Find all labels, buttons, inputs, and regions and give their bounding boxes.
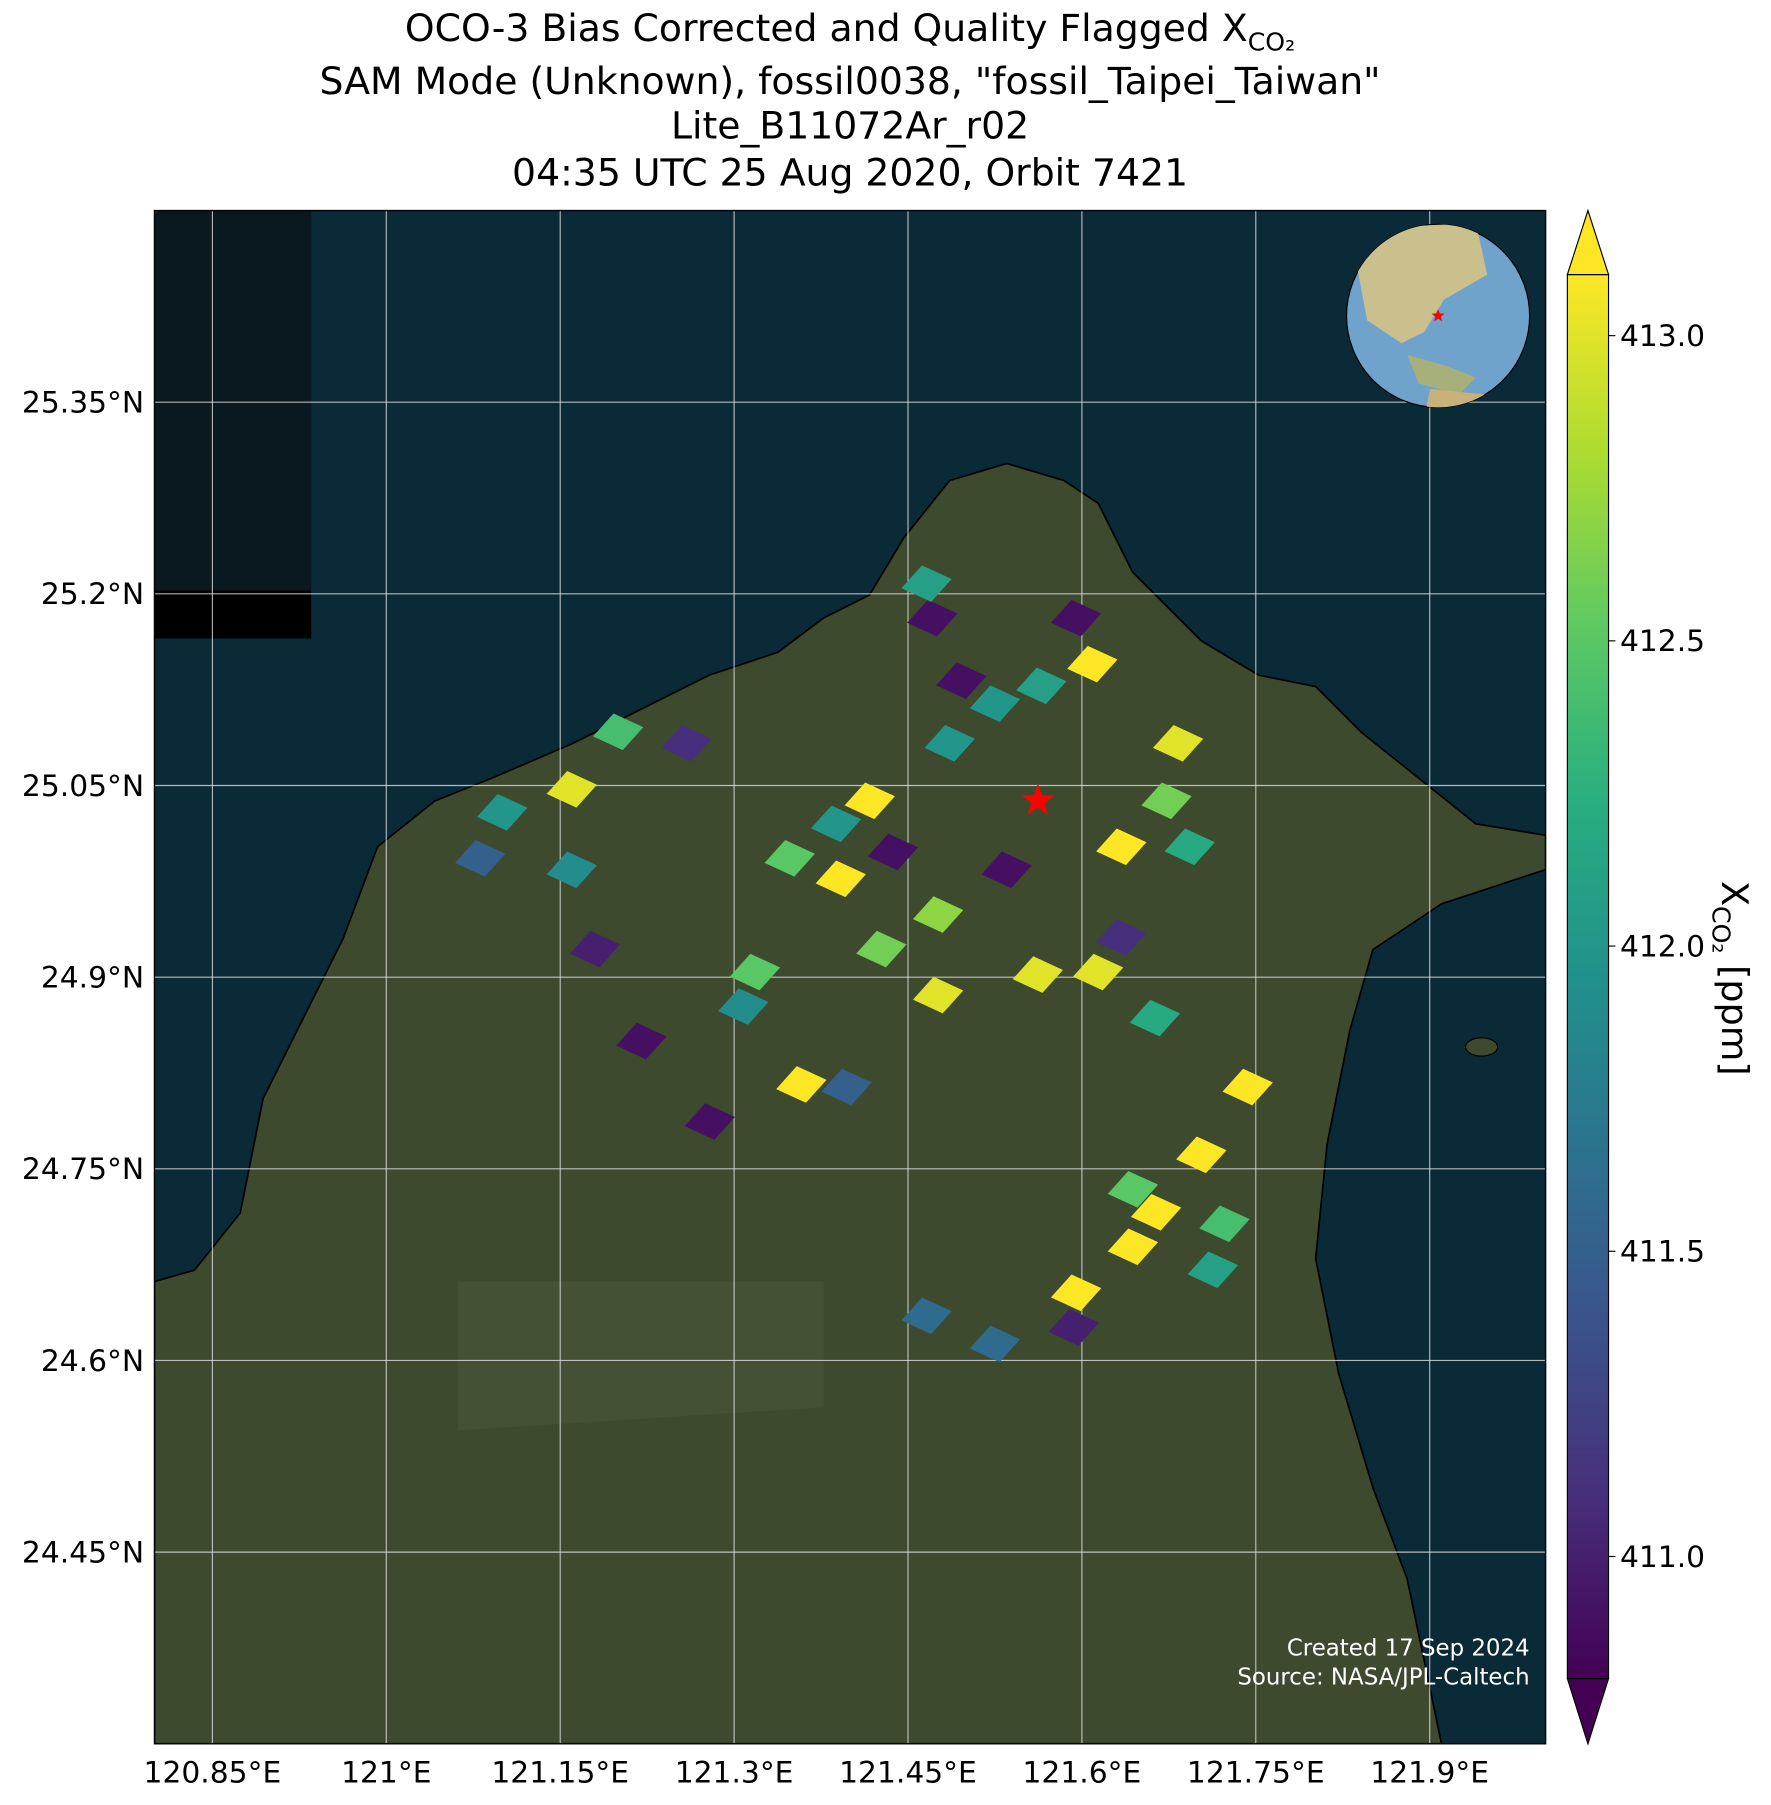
x-tick-label: 121°E bbox=[341, 1756, 431, 1791]
footnote: Source: NASA/JPL-Caltech bbox=[1237, 1664, 1529, 1690]
x-tick-label: 120.85°E bbox=[144, 1756, 282, 1791]
footprint bbox=[477, 794, 528, 831]
footprint bbox=[1152, 725, 1204, 762]
colorbar-tick-label: 412.0 bbox=[1620, 929, 1705, 964]
title-sub: CO₂ bbox=[1248, 27, 1295, 56]
colorbar: 411.0 411.5 412.0 412.5 413.0 bbox=[1566, 208, 1705, 1746]
title-main: OCO-3 Bias Corrected and Quality Flagged… bbox=[405, 6, 1248, 50]
footprint bbox=[907, 599, 958, 637]
footprint bbox=[616, 1022, 667, 1060]
title-line: SAM Mode (Unknown), fossil0038, "fossil_… bbox=[320, 59, 1381, 103]
footprint bbox=[1107, 1228, 1159, 1266]
footprint bbox=[1012, 956, 1064, 993]
colorbar-tick-label: 412.5 bbox=[1620, 624, 1705, 659]
footprint bbox=[684, 1103, 735, 1140]
footprint bbox=[718, 988, 769, 1025]
footprint bbox=[569, 930, 621, 968]
colorbar-label-main: X bbox=[1713, 881, 1756, 906]
footprint bbox=[981, 851, 1032, 889]
footprint bbox=[936, 662, 987, 700]
site-marker bbox=[1021, 783, 1055, 815]
footprint bbox=[1096, 919, 1147, 956]
footprint bbox=[1222, 1068, 1273, 1106]
footprint bbox=[1050, 599, 1102, 637]
colorbar-tick-label: 411.5 bbox=[1620, 1235, 1705, 1270]
footprint bbox=[810, 805, 862, 843]
title-line: 04:35 UTC 25 Aug 2020, Orbit 7421 bbox=[512, 150, 1188, 194]
footprint bbox=[1130, 1193, 1182, 1231]
footprint bbox=[1164, 828, 1215, 866]
footprint bbox=[969, 685, 1021, 723]
colorbar-tick-label: 411.0 bbox=[1620, 1540, 1705, 1575]
footprint bbox=[815, 860, 866, 898]
footprint bbox=[1129, 999, 1181, 1037]
footnote: Created 17 Sep 2024 bbox=[1287, 1636, 1530, 1662]
footprint bbox=[729, 953, 781, 991]
footprint bbox=[593, 713, 644, 751]
y-tick-label: 24.75°N bbox=[22, 1152, 144, 1187]
colorbar-tick-label: 413.0 bbox=[1620, 319, 1705, 354]
footprint bbox=[1176, 1136, 1227, 1174]
footprint bbox=[1199, 1205, 1250, 1243]
y-tick-label: 25.2°N bbox=[41, 577, 144, 612]
x-tick-label: 121.9°E bbox=[1370, 1756, 1489, 1791]
x-tick-label: 121.6°E bbox=[1023, 1756, 1142, 1791]
footprint bbox=[1096, 828, 1147, 866]
footprint bbox=[764, 840, 815, 877]
footprints bbox=[455, 565, 1273, 1363]
x-tick-label: 121.45°E bbox=[839, 1756, 977, 1791]
footprint bbox=[1141, 782, 1192, 820]
footprint bbox=[867, 833, 919, 871]
footprint bbox=[912, 896, 964, 933]
footprint bbox=[546, 771, 597, 808]
y-tick-label: 25.05°N bbox=[22, 769, 144, 804]
x-tick-label: 121.15°E bbox=[491, 1756, 629, 1791]
colorbar-label-unit: [ppm] bbox=[1713, 965, 1756, 1076]
colorbar-extend bbox=[1566, 1677, 1610, 1746]
colorbar-gradient bbox=[1567, 274, 1609, 1679]
colorbar-label-sub: CO₂ bbox=[1707, 906, 1736, 953]
colorbar-label: XCO₂ [ppm] bbox=[1707, 881, 1756, 1076]
footprint bbox=[776, 1066, 827, 1103]
colorbar-extend bbox=[1566, 208, 1610, 276]
title-line: OCO-3 Bias Corrected and Quality Flagged… bbox=[405, 6, 1295, 56]
footprint bbox=[1048, 1308, 1099, 1346]
globe-site-marker bbox=[1431, 308, 1445, 322]
footprint bbox=[821, 1068, 872, 1106]
colorbar-frame bbox=[1566, 274, 1610, 1680]
axes-frame bbox=[153, 209, 1547, 1745]
footprint bbox=[901, 1297, 952, 1335]
footprint bbox=[924, 725, 975, 762]
footprint bbox=[546, 851, 597, 889]
footprint bbox=[1107, 1170, 1159, 1208]
y-tick-label: 24.9°N bbox=[41, 960, 144, 995]
footprint bbox=[1050, 1274, 1102, 1312]
footprint bbox=[1072, 953, 1124, 991]
y-tick-label: 25.35°N bbox=[22, 385, 144, 420]
y-tick-label: 24.45°N bbox=[22, 1535, 144, 1570]
footprint bbox=[1067, 645, 1118, 683]
x-tick-label: 121.75°E bbox=[1187, 1756, 1325, 1791]
footprint bbox=[912, 976, 964, 1014]
footprint bbox=[844, 782, 895, 820]
footprint bbox=[901, 565, 952, 602]
title-line: Lite_B11072Ar_r02 bbox=[671, 103, 1029, 147]
footprint bbox=[661, 725, 712, 762]
footprint bbox=[1016, 667, 1067, 705]
y-tick-label: 24.6°N bbox=[41, 1344, 144, 1379]
x-tick-label: 121.3°E bbox=[675, 1756, 794, 1791]
footprint bbox=[856, 930, 907, 968]
footprint bbox=[1187, 1251, 1239, 1289]
footprint bbox=[969, 1325, 1021, 1363]
footprint bbox=[455, 840, 506, 877]
